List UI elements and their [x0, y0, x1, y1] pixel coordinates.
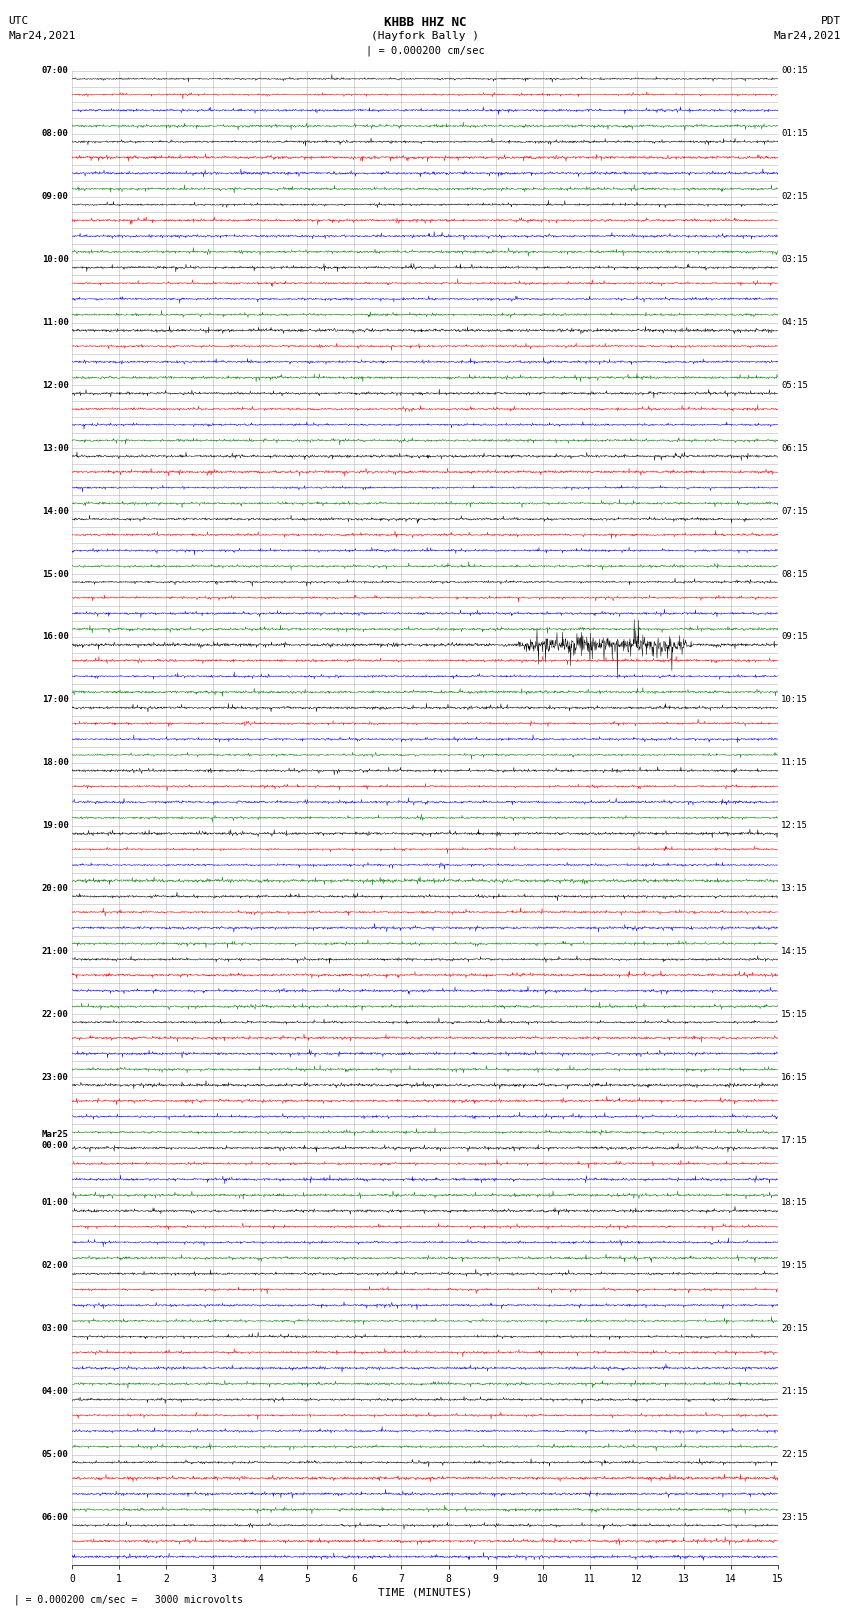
Text: PDT: PDT	[821, 16, 842, 26]
Text: 19:15: 19:15	[781, 1261, 808, 1271]
Text: 05:00: 05:00	[42, 1450, 69, 1460]
Text: 02:15: 02:15	[781, 192, 808, 202]
Text: 09:00: 09:00	[42, 192, 69, 202]
Text: 06:00: 06:00	[42, 1513, 69, 1523]
Text: Mar25
00:00: Mar25 00:00	[42, 1131, 69, 1150]
Text: Mar24,2021: Mar24,2021	[774, 31, 842, 40]
Text: 16:15: 16:15	[781, 1073, 808, 1082]
Text: 20:00: 20:00	[42, 884, 69, 894]
Text: 17:15: 17:15	[781, 1136, 808, 1145]
Text: 10:15: 10:15	[781, 695, 808, 705]
Text: UTC: UTC	[8, 16, 29, 26]
Text: 05:15: 05:15	[781, 381, 808, 390]
Text: 13:15: 13:15	[781, 884, 808, 894]
Text: 14:15: 14:15	[781, 947, 808, 957]
Text: 22:00: 22:00	[42, 1010, 69, 1019]
Text: | = 0.000200 cm/sec =   3000 microvolts: | = 0.000200 cm/sec = 3000 microvolts	[8, 1594, 243, 1605]
Text: 19:00: 19:00	[42, 821, 69, 831]
Text: 21:15: 21:15	[781, 1387, 808, 1397]
Text: 00:15: 00:15	[781, 66, 808, 76]
Text: 07:15: 07:15	[781, 506, 808, 516]
Text: 04:15: 04:15	[781, 318, 808, 327]
Text: 08:15: 08:15	[781, 569, 808, 579]
Text: 11:00: 11:00	[42, 318, 69, 327]
Text: 18:15: 18:15	[781, 1198, 808, 1208]
Text: 14:00: 14:00	[42, 506, 69, 516]
Text: (Hayfork Bally ): (Hayfork Bally )	[371, 31, 479, 40]
Text: 11:15: 11:15	[781, 758, 808, 768]
Text: 01:15: 01:15	[781, 129, 808, 139]
Text: 17:00: 17:00	[42, 695, 69, 705]
Text: 01:00: 01:00	[42, 1198, 69, 1208]
Text: 03:00: 03:00	[42, 1324, 69, 1334]
Text: 15:15: 15:15	[781, 1010, 808, 1019]
Text: 06:15: 06:15	[781, 444, 808, 453]
Text: 08:00: 08:00	[42, 129, 69, 139]
Text: 03:15: 03:15	[781, 255, 808, 265]
Text: 07:00: 07:00	[42, 66, 69, 76]
Text: 09:15: 09:15	[781, 632, 808, 642]
Text: | = 0.000200 cm/sec: | = 0.000200 cm/sec	[366, 45, 484, 56]
Text: 23:00: 23:00	[42, 1073, 69, 1082]
Text: 02:00: 02:00	[42, 1261, 69, 1271]
Text: 22:15: 22:15	[781, 1450, 808, 1460]
Text: 13:00: 13:00	[42, 444, 69, 453]
Text: 10:00: 10:00	[42, 255, 69, 265]
Text: 16:00: 16:00	[42, 632, 69, 642]
Text: 20:15: 20:15	[781, 1324, 808, 1334]
X-axis label: TIME (MINUTES): TIME (MINUTES)	[377, 1587, 473, 1598]
Text: 18:00: 18:00	[42, 758, 69, 768]
Text: 04:00: 04:00	[42, 1387, 69, 1397]
Text: 12:15: 12:15	[781, 821, 808, 831]
Text: 15:00: 15:00	[42, 569, 69, 579]
Text: Mar24,2021: Mar24,2021	[8, 31, 76, 40]
Text: 12:00: 12:00	[42, 381, 69, 390]
Text: 21:00: 21:00	[42, 947, 69, 957]
Text: 23:15: 23:15	[781, 1513, 808, 1523]
Text: KHBB HHZ NC: KHBB HHZ NC	[383, 16, 467, 29]
